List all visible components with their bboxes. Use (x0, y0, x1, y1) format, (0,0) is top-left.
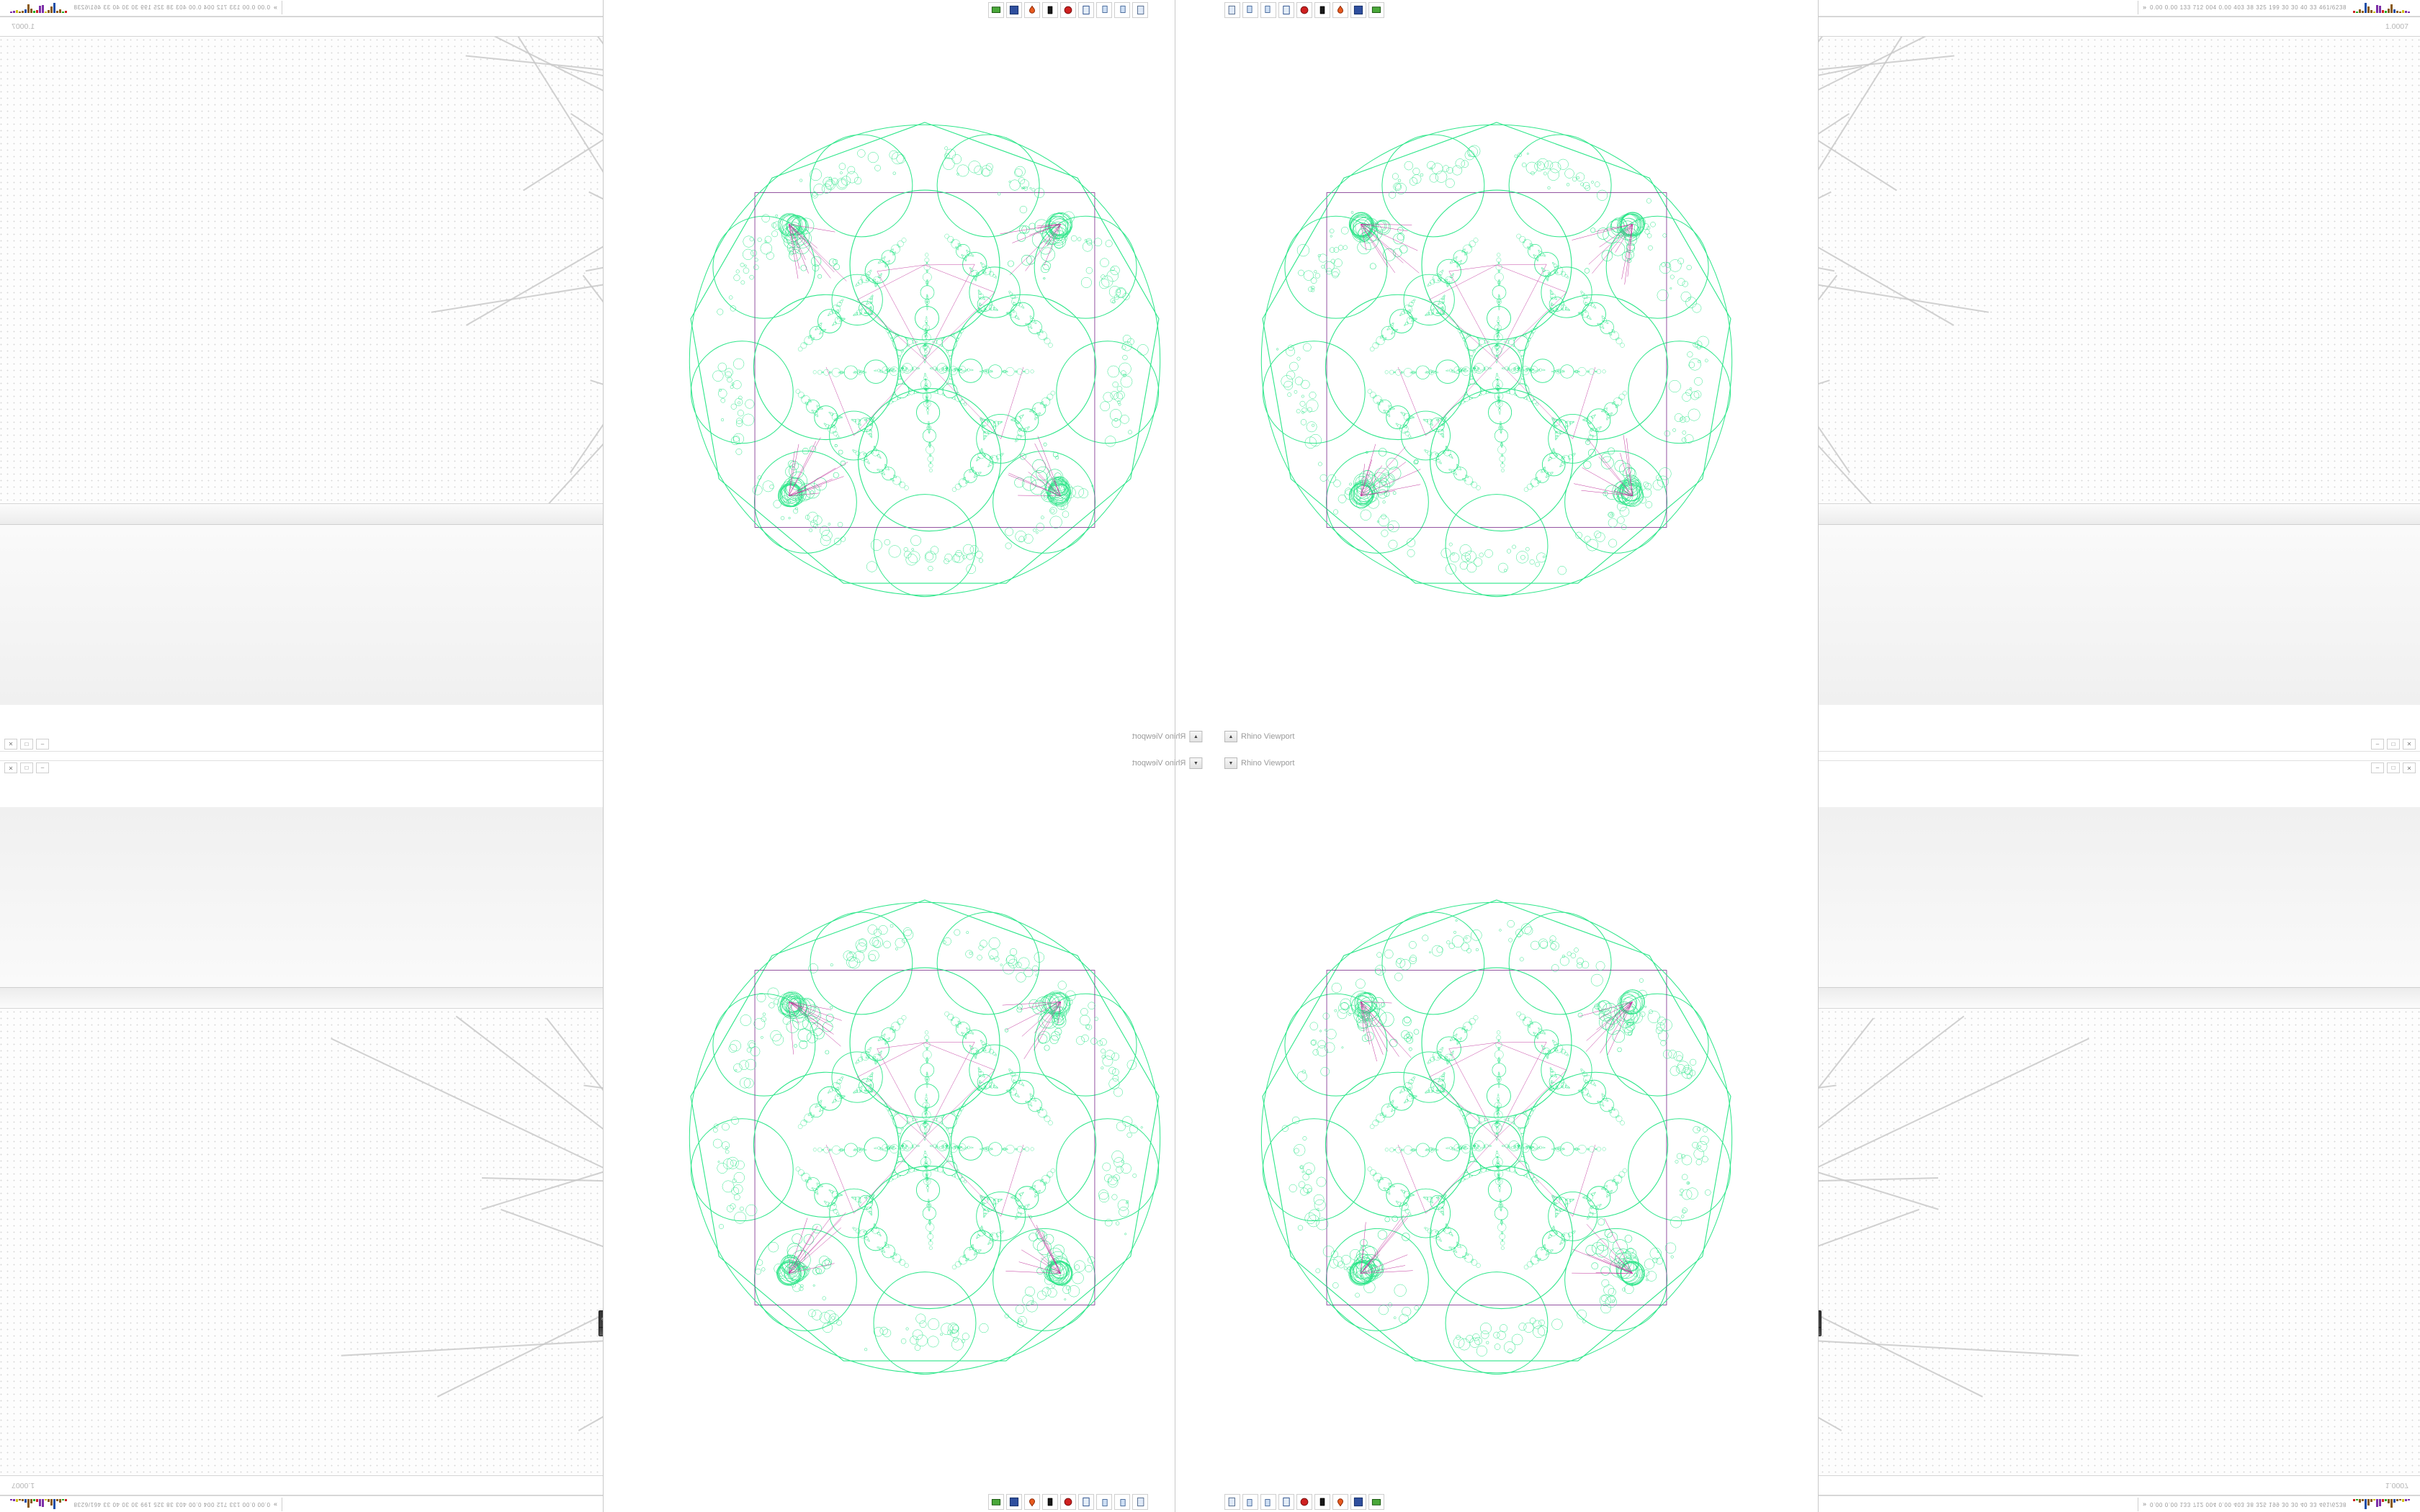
viewport-label-top-left: Rhino Viewport ▲ (1132, 731, 1202, 742)
center-strip-silhouette[interactable] (1314, 1494, 1330, 1510)
viewport-label-top-right: ▲ Rhino Viewport (1224, 731, 1294, 742)
close-button[interactable]: ✕ (2403, 739, 2416, 750)
center-strip-copy[interactable] (1096, 1494, 1112, 1510)
center-icon-strip-bottom-right (1224, 1494, 1384, 1510)
viewport-collapse-down-button[interactable]: ▼ (1189, 757, 1202, 769)
center-strip-calculator[interactable] (1278, 1494, 1294, 1510)
solution-scale-value: 1.0007 (12, 22, 35, 31)
solution-scale-value: 1.0007 (12, 1481, 35, 1490)
center-strip-copy[interactable] (1242, 2, 1258, 18)
center-strip-stop[interactable] (1060, 1494, 1076, 1510)
maximize-button[interactable]: □ (20, 763, 33, 774)
center-icon-strip-bottom-left (988, 1494, 1148, 1510)
close-button[interactable]: ✕ (4, 763, 17, 774)
center-strip-monitor[interactable] (988, 2, 1004, 18)
profiler-numbers: 0.00 0.00 133 712 004 0.00 403 38 325 19… (2150, 4, 2347, 11)
minimize-button[interactable]: – (2371, 739, 2384, 750)
profiler-chevron-icon[interactable]: » (274, 1501, 277, 1508)
center-strip-save-49[interactable] (1006, 2, 1022, 18)
center-strip-script[interactable] (1132, 2, 1148, 18)
center-strip-silhouette[interactable] (1042, 1494, 1058, 1510)
viewport-label-bottom-left: Rhino Viewport ▼ (1132, 757, 1202, 769)
close-button[interactable]: ✕ (2403, 763, 2416, 774)
center-strip-flame[interactable] (1024, 1494, 1040, 1510)
profiler-chevron-icon[interactable]: » (2143, 1501, 2146, 1508)
center-strip-copy[interactable] (1242, 1494, 1258, 1510)
close-button[interactable]: ✕ (4, 739, 17, 750)
center-icon-strip-top-right (1224, 2, 1384, 18)
center-strip-save-49[interactable] (1350, 2, 1366, 18)
profiler-readout[interactable]: » 0.00 0.00 133 712 004 0.00 403 38 325 1… (2138, 1, 2410, 14)
center-strip-copy[interactable] (1260, 2, 1276, 18)
profiler-sparkline (2353, 3, 2410, 13)
maximize-button[interactable]: □ (2387, 739, 2400, 750)
center-strip-stop[interactable] (1296, 2, 1312, 18)
rhino-viewport-left[interactable] (603, 0, 1247, 1512)
profiler-readout[interactable]: » 0.00 0.00 133 712 004 0.00 403 38 325 1… (10, 1498, 282, 1511)
center-strip-copy[interactable] (1114, 2, 1130, 18)
center-strip-copy[interactable] (1114, 1494, 1130, 1510)
profiler-numbers: 0.00 0.00 133 712 004 0.00 403 38 325 19… (73, 1501, 270, 1508)
viewport-label-text: Rhino Viewport (1132, 732, 1186, 741)
viewport-label-text: Rhino Viewport (1132, 759, 1186, 768)
viewport-collapse-up-button[interactable]: ▲ (1224, 731, 1237, 742)
center-strip-script[interactable] (1132, 1494, 1148, 1510)
center-strip-flame[interactable] (1024, 2, 1040, 18)
profiler-numbers: 0.00 0.00 133 712 004 0.00 403 38 325 19… (2150, 1501, 2347, 1508)
center-strip-calculator[interactable] (1278, 2, 1294, 18)
center-strip-calculator[interactable] (1078, 2, 1094, 18)
profiler-sparkline (10, 1500, 67, 1510)
center-strip-monitor[interactable] (1368, 2, 1384, 18)
center-strip-silhouette[interactable] (1314, 2, 1330, 18)
center-strip-copy[interactable] (1260, 1494, 1276, 1510)
viewport-collapse-up-button[interactable]: ▲ (1189, 731, 1202, 742)
center-strip-stop[interactable] (1060, 2, 1076, 18)
center-strip-monitor[interactable] (1368, 1494, 1384, 1510)
screenshot-root: » 0.00 0.00 133 712 004 0.00 403 38 325 1… (0, 0, 2420, 1512)
minimize-button[interactable]: – (36, 763, 49, 774)
minimize-button[interactable]: – (36, 739, 49, 750)
center-strip-flame[interactable] (1332, 1494, 1348, 1510)
center-strip-calculator[interactable] (1078, 1494, 1094, 1510)
rhino-viewport-right[interactable] (1175, 0, 1819, 1512)
minimize-button[interactable]: – (2371, 763, 2384, 774)
viewport-collapse-down-button[interactable]: ▼ (1224, 757, 1237, 769)
viewport-label-bottom-right: ▼ Rhino Viewport (1224, 757, 1294, 769)
center-icon-strip-top-left (988, 2, 1148, 18)
solution-scale-value: 1.0007 (2385, 22, 2408, 31)
profiler-sparkline (10, 3, 67, 13)
profiler-sparkline (2353, 1500, 2410, 1510)
center-strip-script[interactable] (1224, 2, 1240, 18)
profiler-readout[interactable]: » 0.00 0.00 133 712 004 0.00 403 38 325 1… (10, 1, 282, 14)
center-strip-save-49[interactable] (1350, 1494, 1366, 1510)
viewport-label-text: Rhino Viewport (1241, 759, 1294, 768)
center-strip-silhouette[interactable] (1042, 2, 1058, 18)
center-strip-stop[interactable] (1296, 1494, 1312, 1510)
maximize-button[interactable]: □ (20, 739, 33, 750)
viewport-label-text: Rhino Viewport (1241, 732, 1294, 741)
center-strip-save-49[interactable] (1006, 1494, 1022, 1510)
center-strip-script[interactable] (1224, 1494, 1240, 1510)
profiler-chevron-icon[interactable]: » (2143, 4, 2146, 11)
profiler-numbers: 0.00 0.00 133 712 004 0.00 403 38 325 19… (73, 4, 270, 11)
center-strip-flame[interactable] (1332, 2, 1348, 18)
profiler-chevron-icon[interactable]: » (274, 4, 277, 11)
solution-scale-value: 1.0007 (2385, 1481, 2408, 1490)
center-strip-copy[interactable] (1096, 2, 1112, 18)
maximize-button[interactable]: □ (2387, 763, 2400, 774)
profiler-readout[interactable]: » 0.00 0.00 133 712 004 0.00 403 38 325 1… (2138, 1498, 2410, 1511)
center-strip-monitor[interactable] (988, 1494, 1004, 1510)
